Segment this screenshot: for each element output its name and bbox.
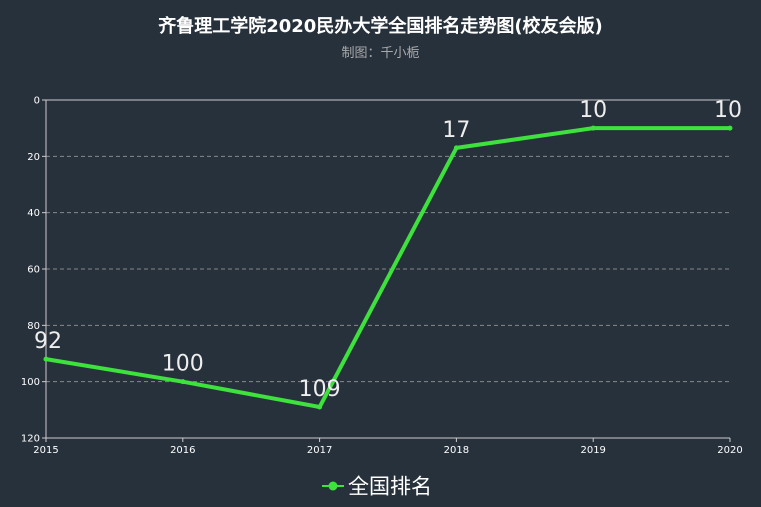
chart-subtitle: 制图：千小栀 (341, 46, 420, 61)
x-tick-label: 2017 (307, 445, 332, 456)
y-tick-label: 120 (21, 434, 40, 445)
data-label: 10 (579, 98, 607, 123)
y-tick-label: 0 (34, 96, 40, 107)
data-label: 10 (714, 98, 742, 123)
series-line-national-rank (44, 126, 732, 410)
x-tick-label: 2015 (33, 445, 58, 456)
y-tick-label: 40 (27, 208, 40, 219)
y-tick-label: 80 (27, 321, 40, 332)
y-tick-label: 60 (27, 265, 40, 276)
data-point (727, 125, 733, 131)
data-label: 92 (34, 329, 62, 354)
data-point (453, 145, 459, 151)
chart-title: 齐鲁理工学院2020民办大学全国排名走势图(校友会版) (158, 16, 603, 37)
x-tick-label: 2020 (717, 445, 742, 456)
data-point (590, 125, 596, 131)
legend-marker-icon (328, 481, 338, 491)
data-point (43, 356, 49, 362)
data-label: 100 (162, 352, 204, 377)
data-label: 109 (299, 377, 341, 402)
data-label: 17 (442, 118, 470, 143)
x-tick-label: 2019 (580, 445, 605, 456)
legend-label: 全国排名 (348, 475, 432, 499)
x-tick-label: 2018 (444, 445, 469, 456)
y-tick-label: 100 (21, 377, 40, 388)
y-tick-label: 20 (27, 152, 40, 163)
x-tick-label: 2016 (170, 445, 195, 456)
data-point (180, 379, 186, 385)
data-point (317, 404, 323, 410)
